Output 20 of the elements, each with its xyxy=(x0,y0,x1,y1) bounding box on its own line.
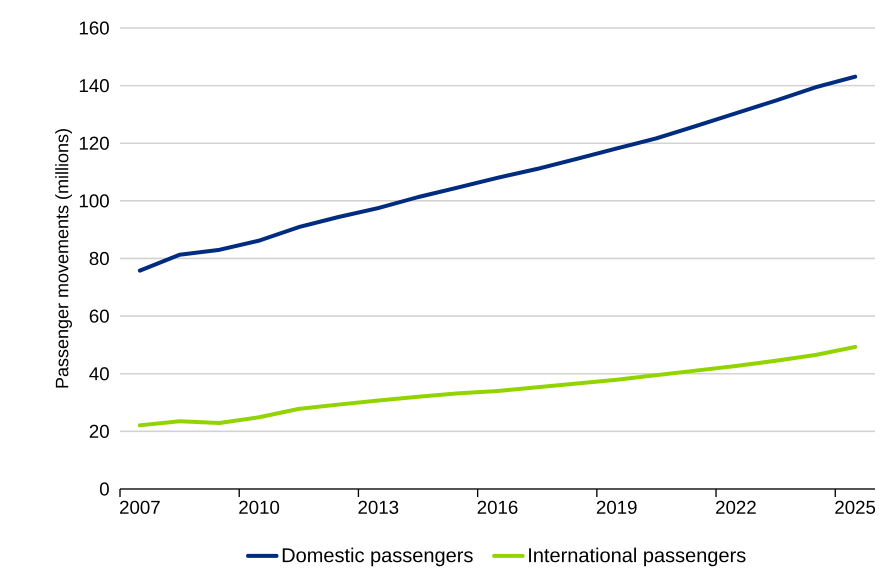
y-axis-title: Passenger movements (millions) xyxy=(55,129,72,388)
x-tick-label: 2022 xyxy=(716,500,756,514)
y-tick-label: 140 xyxy=(80,78,109,92)
y-tick-label: 100 xyxy=(80,194,109,208)
y-tick-label: 60 xyxy=(90,309,109,323)
legend-label: Domestic passengers xyxy=(282,548,473,566)
y-tick-label: 0 xyxy=(100,482,109,496)
x-tick-label: 2010 xyxy=(239,500,280,514)
x-tick-label: 2019 xyxy=(596,500,637,514)
x-tick-label: 2016 xyxy=(478,500,518,514)
y-tick-label: 80 xyxy=(90,252,109,266)
line-series xyxy=(138,74,858,273)
y-tick-label: 120 xyxy=(80,136,109,150)
y-tick-label: 40 xyxy=(89,367,109,380)
x-tick-label: 2007 xyxy=(120,500,160,514)
x-tick-label: 2013 xyxy=(358,500,398,514)
y-tick-label: 20 xyxy=(90,424,109,438)
x-tick-label: 2025 xyxy=(835,500,876,514)
y-tick-label: 160 xyxy=(80,21,109,35)
legend-label: International passengers xyxy=(529,548,746,566)
